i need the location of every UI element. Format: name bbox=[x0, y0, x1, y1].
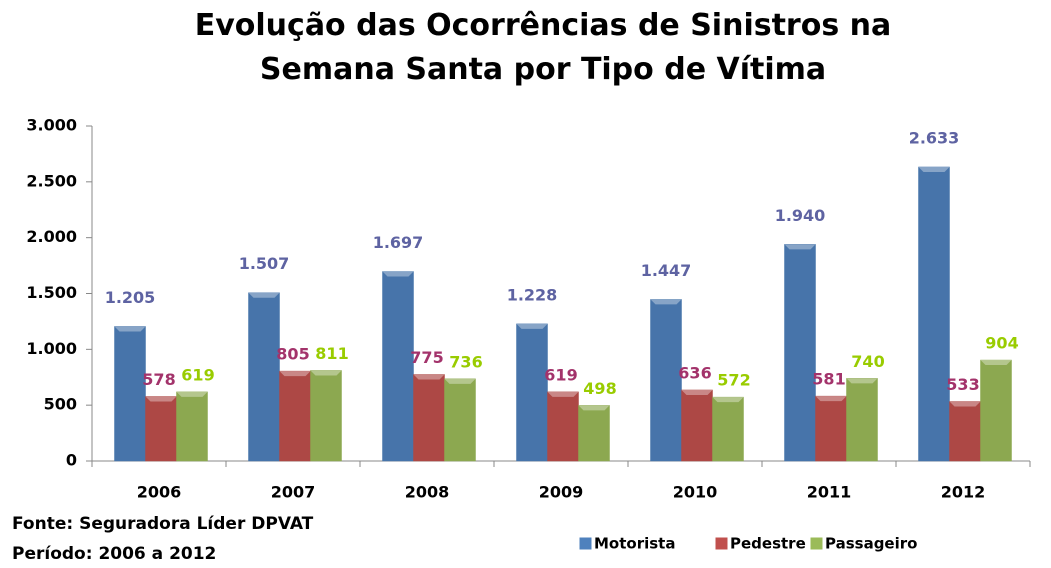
x-tick-label: 2006 bbox=[137, 483, 182, 502]
bar bbox=[846, 378, 878, 462]
value-label: 581 bbox=[812, 370, 845, 389]
value-label: 740 bbox=[851, 352, 884, 371]
bar bbox=[784, 244, 816, 462]
legend-swatch bbox=[715, 537, 728, 550]
y-tick-label: 2.000 bbox=[26, 227, 77, 246]
y-tick-label: 0 bbox=[66, 451, 77, 470]
x-tick-label: 2007 bbox=[271, 483, 316, 502]
value-label: 619 bbox=[544, 365, 577, 384]
bar bbox=[980, 359, 1012, 462]
bar bbox=[516, 323, 548, 462]
value-label: 736 bbox=[449, 352, 482, 371]
bar bbox=[712, 396, 744, 462]
bar bbox=[650, 299, 682, 462]
value-label: 1.228 bbox=[507, 285, 558, 304]
value-label: 1.940 bbox=[775, 206, 826, 225]
y-tick-label: 3.000 bbox=[26, 116, 77, 135]
x-tick-label: 2008 bbox=[405, 483, 450, 502]
bar bbox=[949, 401, 981, 462]
value-label: 572 bbox=[717, 371, 750, 390]
value-label: 533 bbox=[946, 375, 979, 394]
legend-label: Motorista bbox=[594, 535, 675, 553]
bar bbox=[413, 374, 445, 462]
chart-title: Evolução das Ocorrências de Sinistros na… bbox=[194, 8, 892, 87]
x-tick-label: 2011 bbox=[807, 483, 852, 502]
y-tick-label: 1.500 bbox=[26, 283, 77, 302]
value-label: 1.697 bbox=[373, 233, 424, 252]
bar bbox=[444, 378, 476, 462]
x-tick-label: 2009 bbox=[539, 483, 584, 502]
legend-label: Passageiro bbox=[825, 535, 917, 553]
y-tick-label: 2.500 bbox=[26, 171, 77, 190]
value-label: 811 bbox=[315, 344, 348, 363]
y-tick-label: 1.000 bbox=[26, 339, 77, 358]
bar bbox=[681, 389, 713, 462]
annotation: Fonte: Seguradora Líder DPVAT bbox=[12, 514, 314, 534]
bar bbox=[310, 370, 342, 462]
bar bbox=[547, 391, 579, 462]
bar bbox=[248, 292, 280, 462]
bar bbox=[815, 395, 847, 462]
value-label: 578 bbox=[142, 370, 175, 389]
bar bbox=[279, 370, 311, 462]
y-tick-label: 500 bbox=[44, 395, 77, 414]
bar bbox=[145, 396, 177, 462]
legend-swatch bbox=[579, 537, 592, 550]
value-label: 498 bbox=[583, 379, 616, 398]
value-label: 1.205 bbox=[105, 288, 156, 307]
annotation: Período: 2006 a 2012 bbox=[12, 544, 216, 564]
bar bbox=[114, 326, 146, 462]
value-label: 1.447 bbox=[641, 261, 692, 280]
legend-swatch bbox=[810, 537, 823, 550]
value-label: 619 bbox=[181, 365, 214, 384]
x-tick-label: 2012 bbox=[941, 483, 986, 502]
value-label: 2.633 bbox=[909, 128, 960, 147]
value-label: 636 bbox=[678, 363, 711, 382]
value-label: 1.507 bbox=[239, 254, 290, 273]
value-label: 805 bbox=[276, 345, 309, 364]
x-tick-label: 2010 bbox=[673, 483, 718, 502]
value-label: 904 bbox=[985, 334, 1018, 353]
value-label: 775 bbox=[410, 348, 443, 367]
bar bbox=[578, 405, 610, 462]
bar bbox=[382, 271, 414, 462]
legend-label: Pedestre bbox=[730, 535, 806, 553]
bar bbox=[918, 166, 950, 462]
bar bbox=[176, 391, 208, 462]
